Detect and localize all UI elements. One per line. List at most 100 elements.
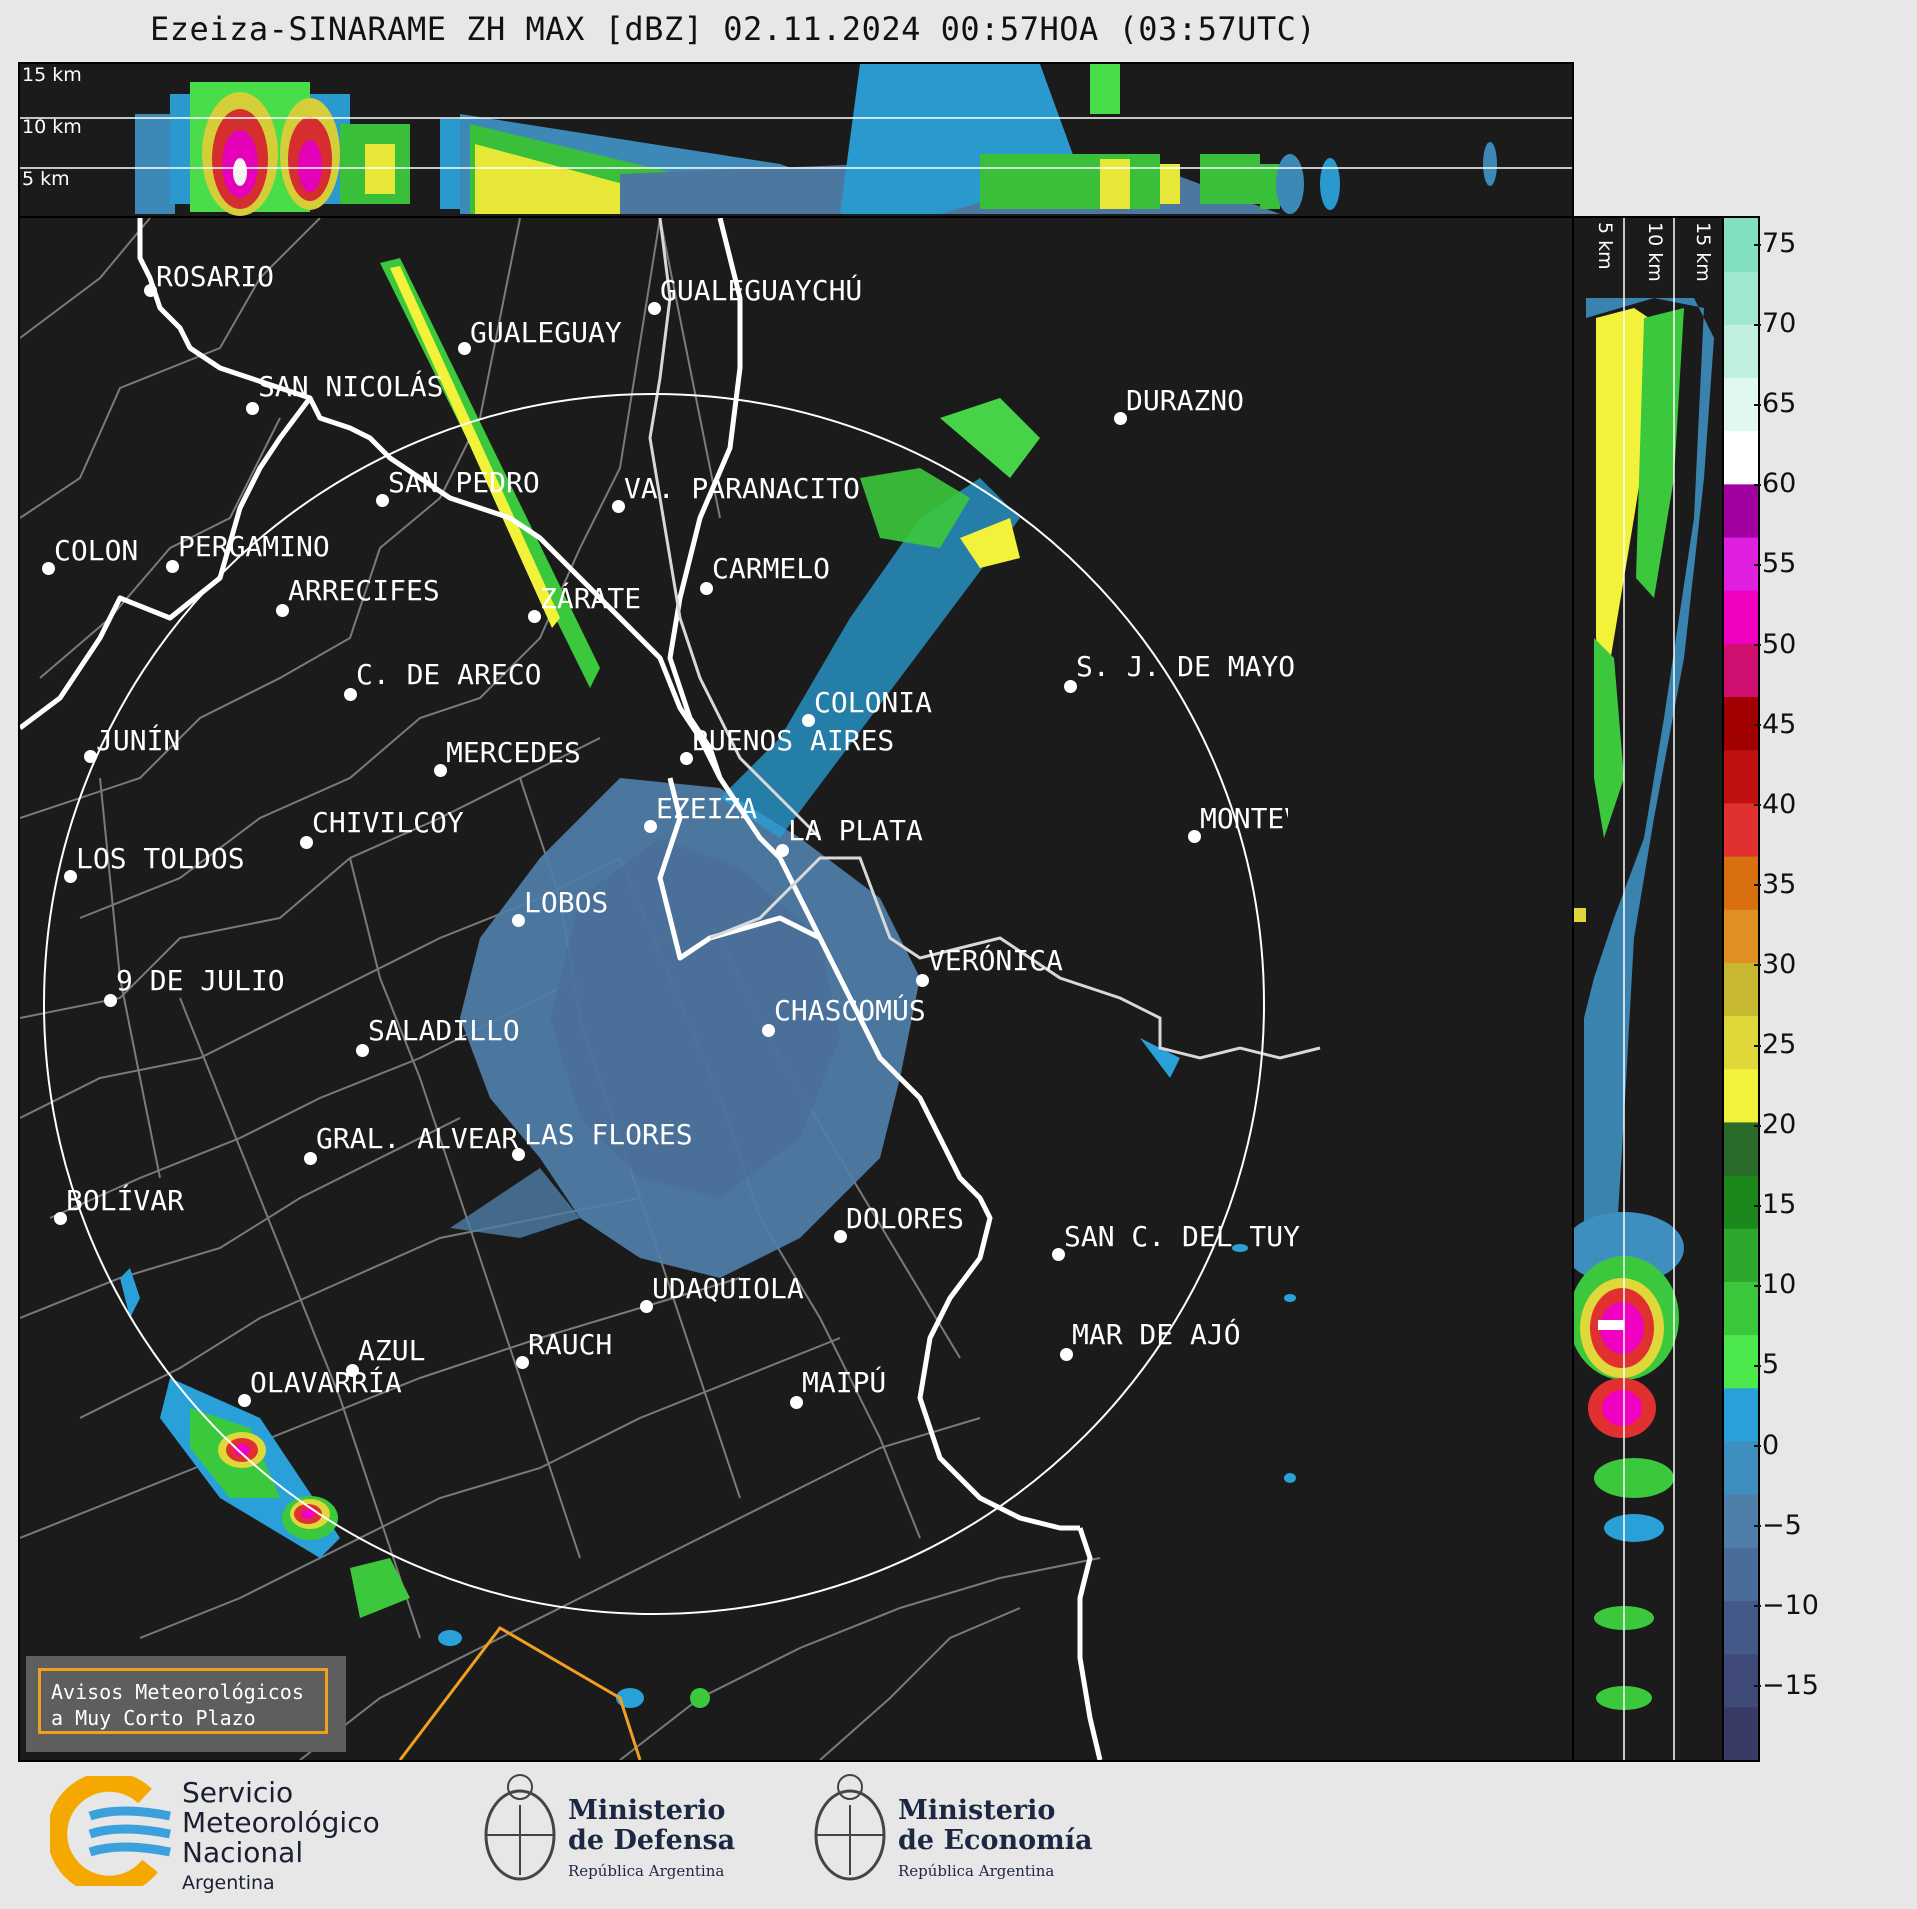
height-label-10km: 10 km [22,116,82,138]
city-dot-9-de-julio [104,994,117,1007]
city-label-pergamino: PERGAMINO [178,530,330,563]
city-dot-sj-de-mayo [1064,680,1077,693]
side-height-label-10km: 10 km [1644,222,1666,282]
city-dot-arrecifes [276,604,289,617]
smn-logo [50,1776,171,1886]
defensa-line3: República Argentina [568,1862,725,1880]
colorbar-swatch [1724,1281,1758,1336]
colorbar-swatch [1724,1334,1758,1389]
city-label-9-de-julio: 9 DE JULIO [116,964,285,997]
coastline-rivers [20,218,1103,1760]
colorbar-swatch [1724,1706,1758,1760]
city-dot-chascomus [762,1024,775,1037]
city-dot-gualeguaychu [648,302,661,315]
colorbar-tick-label: 70 [1753,308,1797,340]
colorbar-swatch [1724,962,1758,1017]
height-label-5km: 5 km [22,168,70,190]
colorbar-tick-label: 5 [1753,1349,1780,1381]
colorbar-tick-label: 60 [1753,468,1797,500]
economia-line1: Ministerio [898,1795,1056,1826]
radar-map[interactable]: ROSARIO GUALEGUAYCHÚ GUALEGUAY SAN NICOL… [18,216,1574,1762]
city-dot-lobos [512,914,525,927]
city-dot-san-c-del-tuyu [1052,1248,1065,1261]
city-dot-dolores [834,1230,847,1243]
colorbar-tick-label: 50 [1753,628,1797,660]
city-label-las-flores: LAS FLORES [524,1118,693,1151]
city-dot-zarate [528,610,541,623]
smn-line2: Meteorológico [182,1806,380,1839]
colorbar-swatch [1724,1653,1758,1708]
defensa-line2: de Defensa [568,1825,736,1856]
smn-name: Servicio Meteorológico Nacional Argentin… [182,1778,380,1898]
city-dot-carmelo [700,582,713,595]
colorbar-swatch [1724,802,1758,857]
city-dot-pergamino [166,560,179,573]
city-dot-maipu [790,1396,803,1409]
page-title: Ezeiza-SINARAME ZH MAX [dBZ] 02.11.2024 … [150,10,1317,48]
colorbar-tick-label: 35 [1753,868,1797,900]
avisos-line2: a Muy Corto Plazo [51,1706,256,1730]
avisos-panel[interactable]: Avisos Meteorológicos a Muy Corto Plazo [26,1656,346,1752]
colorbar-swatch [1724,1121,1758,1176]
city-dot-c-de-areco [344,688,357,701]
colorbar-swatch [1724,749,1758,804]
city-dot-montevideo [1188,830,1201,843]
argentina-coat-of-arms-icon-2 [814,1774,886,1881]
defensa-line1: Ministerio [568,1795,726,1826]
top-cross-section-plot [20,64,1572,216]
city-label-san-nicolas: SAN NICOLÁS [258,370,444,403]
city-label-colonia: COLONIA [814,686,933,719]
city-label-bolivar: BOLÍVAR [66,1184,185,1217]
city-label-gualeguay: GUALEGUAY [470,316,622,349]
colorbar-tick-label: 15 [1753,1189,1797,1221]
city-label-udaquiola: UDAQUIOLA [652,1272,804,1305]
city-dot-saladillo [356,1044,369,1057]
colorbar-tick-label: −10 [1754,1589,1819,1621]
warning-polygon [398,1626,642,1760]
colorbar-swatch [1724,1600,1758,1655]
colorbar-tick-label: −5 [1754,1509,1802,1541]
city-dot-veronica [916,974,929,987]
uruguay-border [648,218,1321,1060]
city-dot-la-plata [776,844,789,857]
colorbar-tick-label: 40 [1753,788,1797,820]
city-dot-buenos-aires [680,752,693,765]
city-label-arrecifes: ARRECIFES [288,574,440,607]
city-label-junin: JUNÍN [96,724,181,757]
colorbar-tick-label: 65 [1753,388,1797,420]
city-label-gualeguaychu: GUALEGUAYCHÚ [660,274,863,307]
colorbar [1722,216,1760,1762]
city-dot-colon [42,562,55,575]
city-label-olavarria: OLAVARRÍA [250,1366,402,1399]
colorbar-swatch [1724,430,1758,485]
city-label-rauch: RAUCH [528,1328,613,1361]
colorbar-swatch [1724,377,1758,432]
economia-line2: de Economía [898,1825,1093,1856]
colorbar-swatch [1724,590,1758,644]
colorbar-swatch [1724,909,1758,963]
colorbar-tick-label: 10 [1753,1269,1797,1301]
city-dot-mercedes [434,764,447,777]
city-dot-rauch [516,1356,529,1369]
colorbar-swatch [1724,856,1758,910]
city-label-chascomus: CHASCOMÚS [774,994,926,1027]
city-label-maipu: MAIPÚ [802,1366,887,1399]
city-dot-olavarria [238,1394,251,1407]
colorbar-swatch [1724,1175,1758,1229]
avisos-link[interactable]: Avisos Meteorológicos a Muy Corto Plazo [38,1668,328,1734]
colorbar-swatch [1724,1015,1758,1070]
city-label-zarate: ZÁRATE [540,582,642,615]
colorbar-swatch [1724,1494,1758,1548]
height-label-15km: 15 km [22,64,82,86]
city-dot-las-flores [512,1148,525,1161]
side-cross-section-plot [1574,218,1714,1760]
side-height-label-5km: 5 km [1594,222,1616,270]
smn-line1: Servicio [182,1776,294,1809]
city-dot-ezeiza [644,820,657,833]
city-label-san-pedro: SAN PEDRO [388,466,540,499]
city-label-montevideo: MONTEVIDEO [1200,802,1288,835]
colorbar-tick-label: 45 [1753,708,1797,740]
city-dot-colonia [802,714,815,727]
range-ring [43,393,1265,1615]
side-cross-section: 5 km 10 km 15 km [1572,216,1724,1762]
